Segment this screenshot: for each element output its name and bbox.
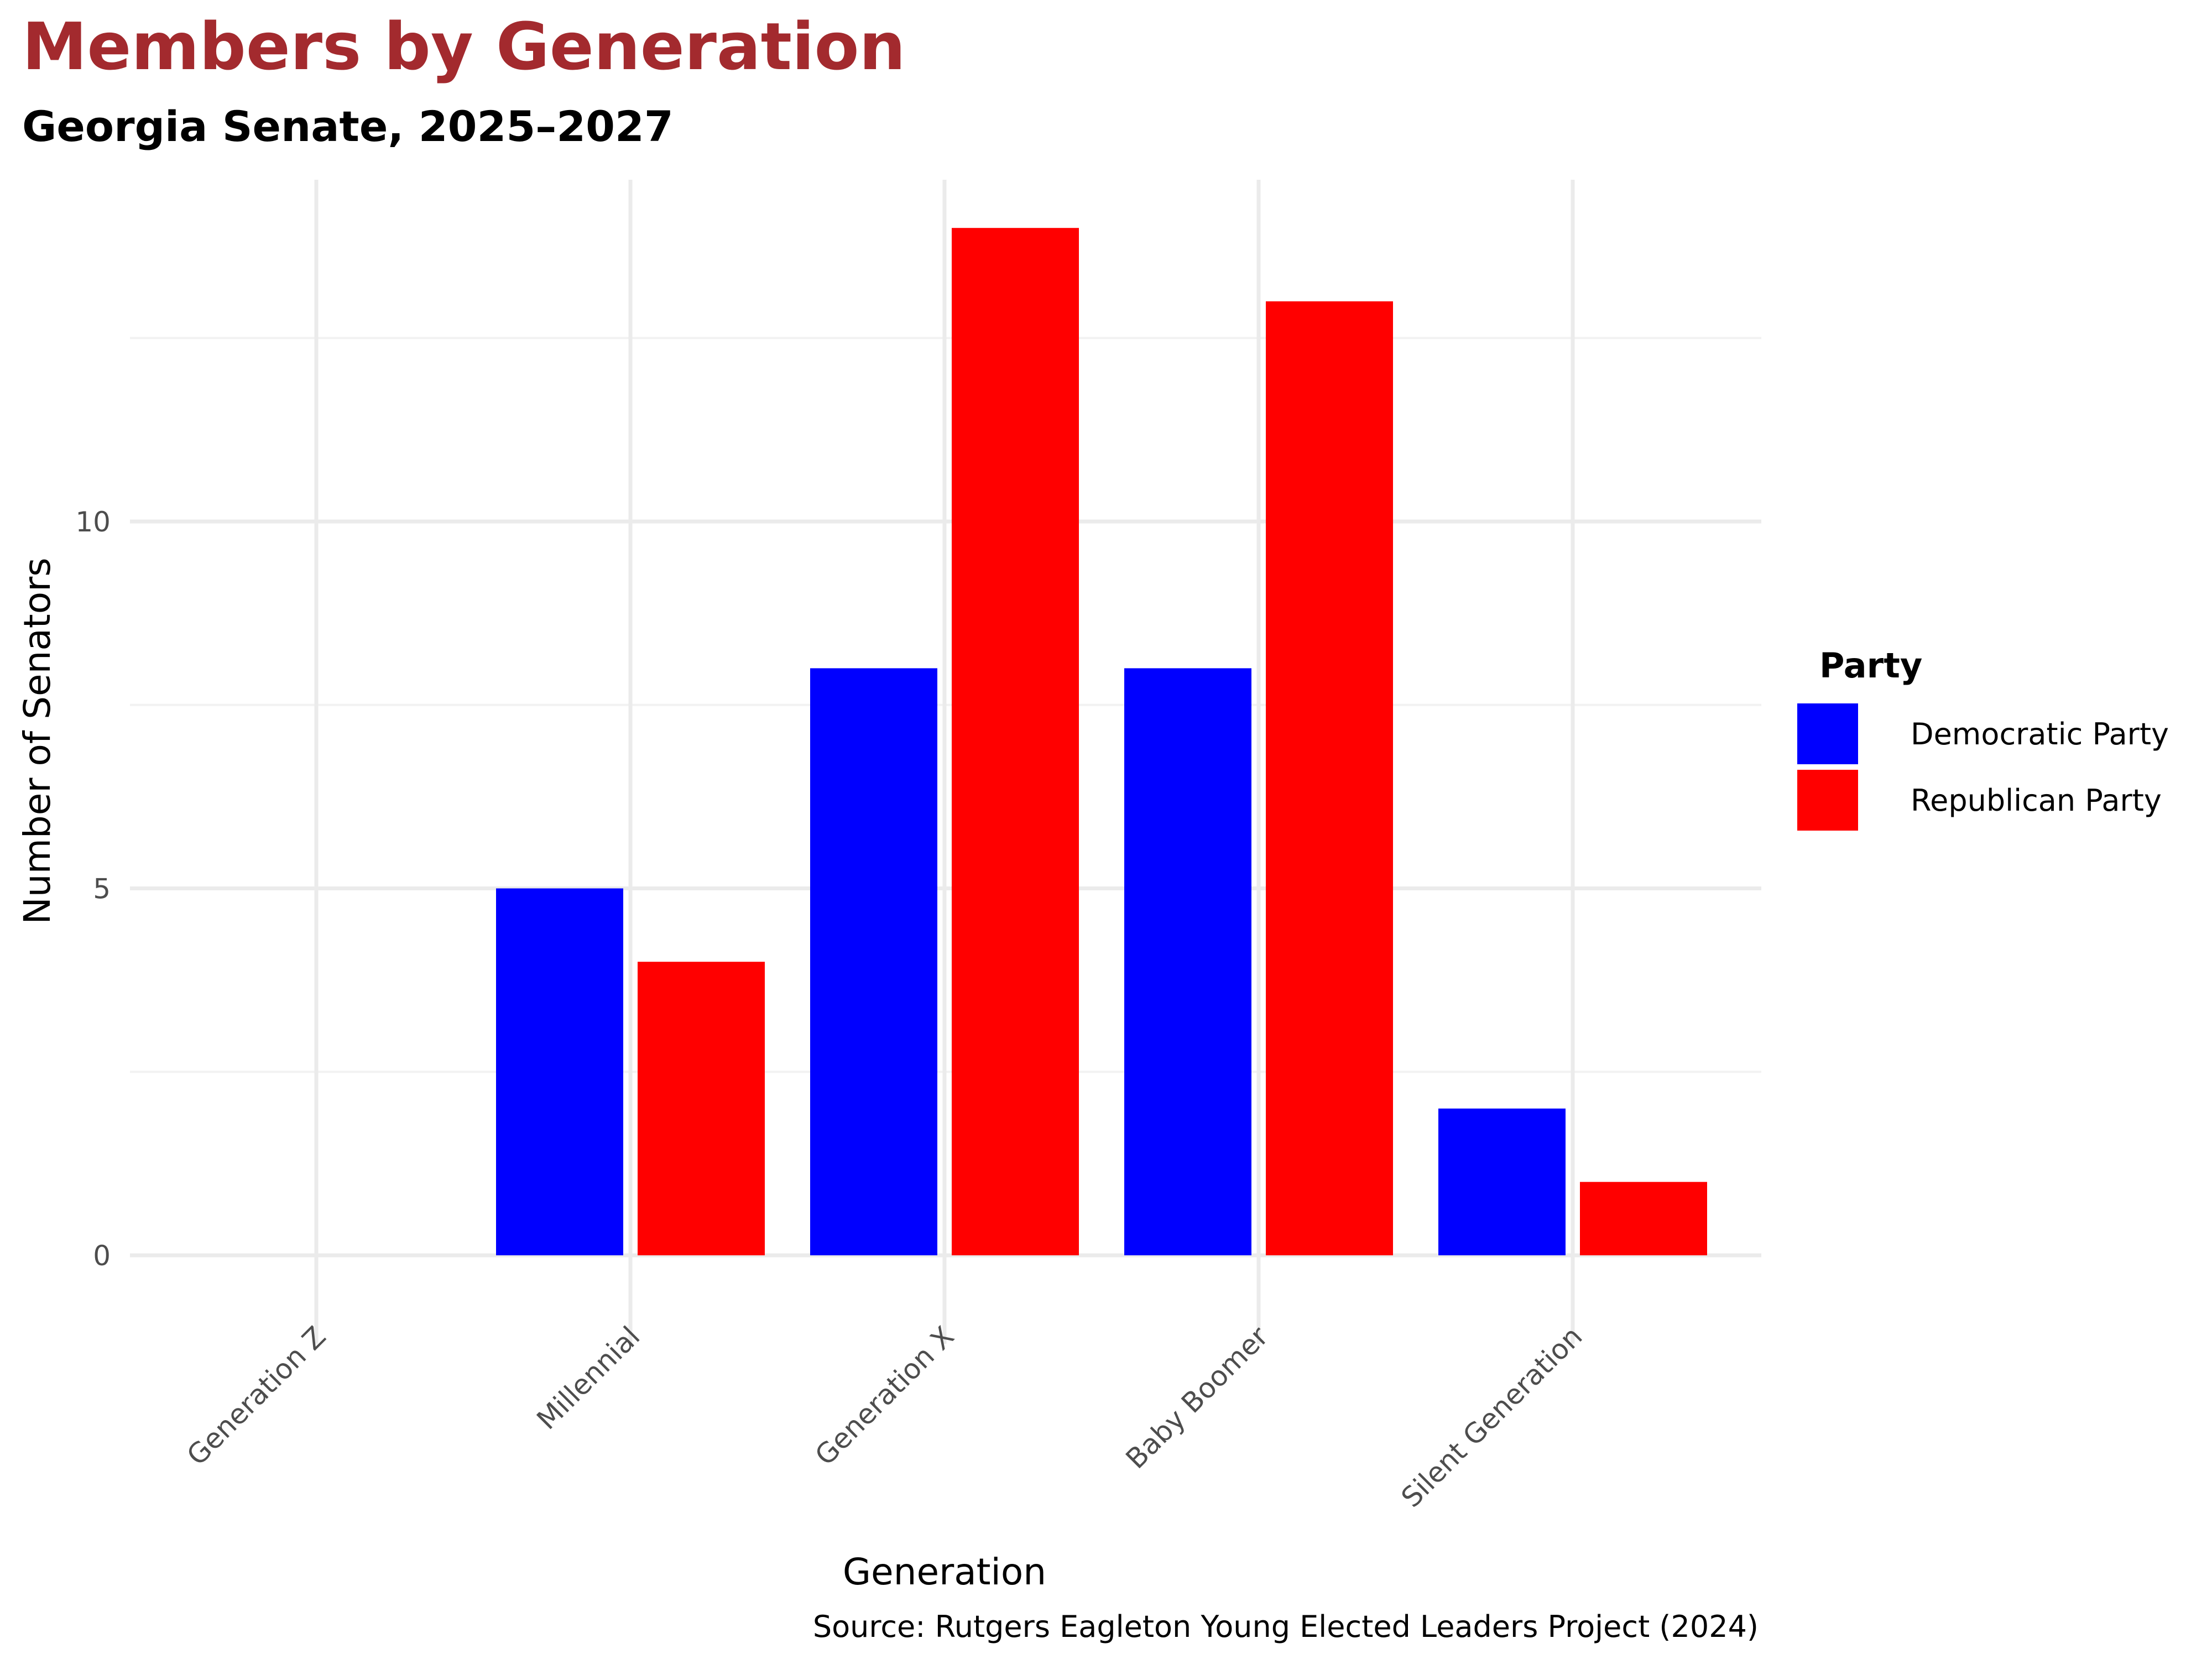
bar-republican-party-generation-x: [952, 228, 1079, 1256]
x-tick-label: Generation Z: [181, 1320, 332, 1472]
legend-label: Democratic Party: [1911, 717, 2169, 752]
chart-subtitle: Georgia Senate, 2025–2027: [22, 102, 674, 151]
y-axis-title: Number of Senators: [16, 557, 59, 924]
y-tick-label: 10: [75, 506, 111, 538]
bar-republican-party-baby-boomer: [1266, 301, 1393, 1255]
source-caption: Source: Rutgers Eagleton Young Elected L…: [813, 1609, 1759, 1644]
x-tick-label: Generation X: [809, 1320, 961, 1472]
bar-republican-party-silent-generation: [1580, 1182, 1707, 1255]
legend-swatch-democratic-party: [1797, 703, 1858, 764]
grid: [130, 180, 1761, 1344]
x-tick-label: Baby Boomer: [1120, 1320, 1275, 1475]
x-tick-label: Silent Generation: [1395, 1320, 1589, 1514]
x-tick-label: Millennial: [531, 1320, 646, 1436]
x-axis-title: Generation: [843, 1551, 1046, 1593]
bar-democratic-party-baby-boomer: [1124, 668, 1251, 1255]
bar-democratic-party-millennial: [496, 888, 623, 1255]
legend: Party Democratic Party Republican Party: [1797, 645, 2169, 831]
bars: [496, 228, 1707, 1256]
legend-label: Republican Party: [1911, 783, 2162, 818]
x-axis-ticks: Generation Z Millennial Generation X Baby B…: [181, 1320, 1589, 1514]
y-tick-label: 5: [93, 873, 111, 905]
bar-republican-party-millennial: [638, 962, 765, 1255]
legend-title: Party: [1819, 645, 1922, 686]
bar-democratic-party-silent-generation: [1438, 1108, 1566, 1255]
chart-title: Members by Generation: [22, 8, 906, 85]
legend-swatch-republican-party: [1797, 770, 1858, 831]
bar-democratic-party-generation-x: [810, 668, 937, 1255]
y-axis-ticks: 0 5 10: [75, 506, 111, 1272]
y-tick-label: 0: [93, 1240, 111, 1272]
